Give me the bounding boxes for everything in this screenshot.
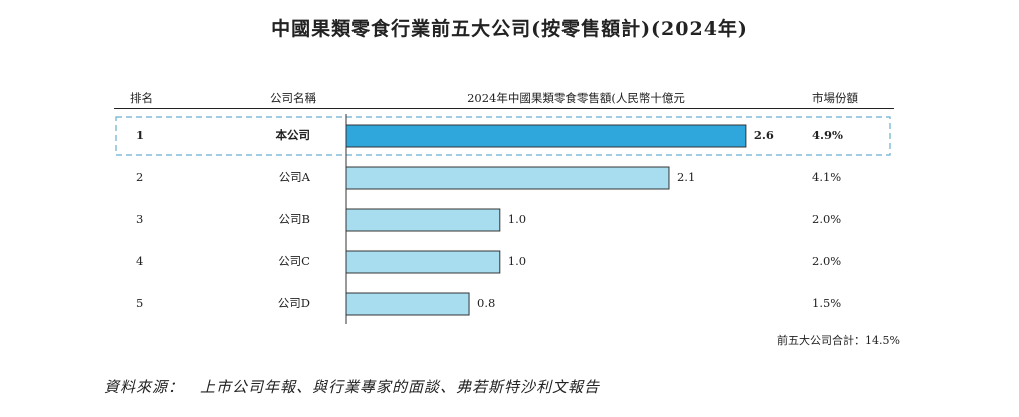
- value-label: 2.1: [677, 170, 695, 184]
- total-label: 前五大公司合計：14.5%: [777, 333, 900, 347]
- header-share: 市場份額: [812, 91, 858, 105]
- share-label: 2.0%: [812, 212, 841, 226]
- header-company: 公司名稱: [270, 91, 316, 105]
- header-rule: [114, 108, 894, 109]
- value-label: 1.0: [508, 254, 526, 268]
- company-label: 本公司: [276, 128, 311, 142]
- rank-label: 4: [136, 254, 143, 268]
- company-label: 公司C: [278, 254, 310, 268]
- value-label: 2.6: [754, 128, 774, 142]
- rank-label: 2: [136, 170, 143, 184]
- share-label: 1.5%: [812, 296, 841, 310]
- header-rank: 排名: [130, 91, 153, 105]
- rank-label: 3: [136, 212, 143, 226]
- share-label: 4.9%: [812, 128, 843, 142]
- highlight-box: [115, 116, 891, 156]
- share-label: 2.0%: [812, 254, 841, 268]
- share-label: 4.1%: [812, 170, 841, 184]
- bar: [345, 292, 470, 316]
- bar: [345, 250, 501, 274]
- rank-label: 5: [136, 296, 143, 310]
- bar: [345, 124, 747, 148]
- bar: [345, 166, 670, 190]
- source-note: 資料來源： 上市公司年報、與行業專家的面談、弗若斯特沙利文報告: [104, 378, 601, 396]
- rank-label: 1: [136, 128, 144, 142]
- chart-title: 中國果類零食行業前五大公司(按零售額計)(2024年): [271, 18, 748, 40]
- value-label: 0.8: [477, 296, 495, 310]
- company-label: 公司B: [279, 212, 310, 226]
- value-label: 1.0: [508, 212, 526, 226]
- bar: [345, 208, 501, 232]
- company-label: 公司A: [279, 170, 311, 184]
- company-label: 公司D: [278, 296, 310, 310]
- header-sales: 2024年中國果類零食零售額(人民幣十億元: [467, 91, 685, 105]
